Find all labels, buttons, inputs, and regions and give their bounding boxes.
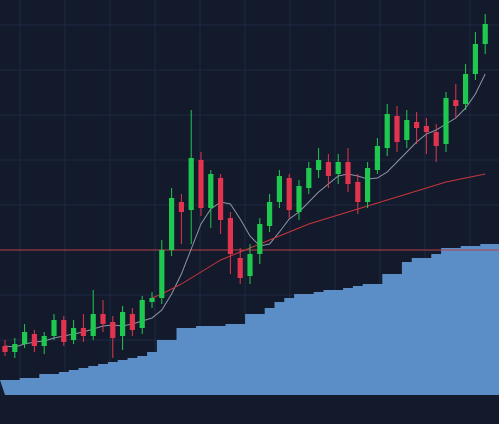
- candle-body: [227, 218, 233, 254]
- candle-body: [257, 224, 263, 254]
- candle-body: [12, 344, 18, 352]
- candle-body: [110, 322, 116, 338]
- candle-body: [453, 100, 459, 106]
- candle-body: [139, 300, 145, 328]
- candle-body: [433, 132, 439, 146]
- candle-body: [31, 334, 37, 346]
- candle-body: [2, 346, 8, 352]
- candle-body: [169, 198, 175, 250]
- candle-body: [159, 250, 165, 298]
- candle-body: [218, 178, 224, 220]
- candle-body: [286, 178, 292, 210]
- candle-body: [237, 258, 243, 278]
- candle-body: [22, 332, 28, 344]
- candle-body: [51, 320, 57, 336]
- volume-area: [0, 244, 499, 395]
- candle-body: [355, 182, 361, 202]
- candle-body: [306, 168, 312, 188]
- candle-body: [188, 158, 194, 210]
- candle-body: [374, 146, 380, 170]
- candle-body: [208, 174, 214, 208]
- bottom-band: [0, 395, 499, 424]
- candle-body: [198, 160, 204, 208]
- candle-body: [404, 120, 410, 140]
- candle-body: [365, 168, 371, 202]
- moving-average: [151, 173, 486, 299]
- candle-body: [325, 162, 331, 176]
- candle-body: [482, 24, 488, 44]
- candle-body: [423, 126, 429, 132]
- candle-body: [90, 314, 96, 336]
- candle-body: [335, 162, 341, 174]
- candle-body: [129, 314, 135, 330]
- candle-body: [394, 116, 400, 142]
- candle-body: [41, 336, 47, 346]
- candle-body: [80, 328, 86, 336]
- candle-body: [463, 74, 469, 104]
- candle-body: [267, 202, 273, 226]
- candle-body: [71, 328, 77, 340]
- candle-body: [296, 186, 302, 212]
- candle-body: [316, 160, 322, 170]
- candle-body: [345, 162, 351, 184]
- candle-body: [120, 312, 126, 336]
- candle-body: [100, 314, 106, 324]
- candle-body: [472, 44, 478, 74]
- candle-body: [443, 98, 449, 144]
- candle-body: [178, 202, 184, 212]
- candle-body: [247, 254, 253, 276]
- candle-body: [149, 298, 155, 302]
- candle-body: [414, 122, 420, 128]
- candle-body: [276, 176, 282, 202]
- candle-body: [384, 114, 390, 148]
- candle-body: [61, 320, 67, 342]
